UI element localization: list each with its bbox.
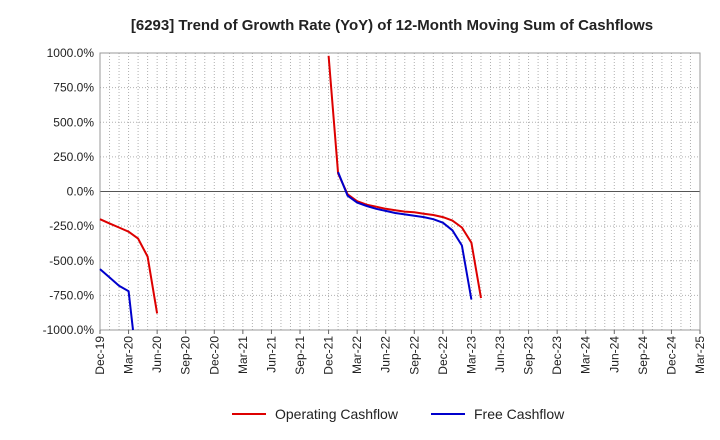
x-tick-label: Jun-20 (150, 336, 164, 373)
x-tick-label: Mar-24 (579, 336, 593, 374)
series-line-free-cashflow (337, 171, 473, 300)
x-tick-label: Jun-22 (379, 336, 393, 373)
x-tick-label: Jun-24 (607, 336, 621, 373)
x-tick-label: Dec-23 (550, 336, 564, 375)
x-tick-label: Sep-23 (522, 336, 536, 375)
y-tick-label: 0.0% (67, 185, 95, 199)
x-tick-label: Sep-24 (636, 336, 650, 375)
x-tick-label: Dec-24 (664, 336, 678, 375)
x-tick-label: Dec-22 (436, 336, 450, 375)
series-line-operating-cashflow (99, 218, 159, 314)
x-tick-label: Mar-23 (464, 336, 478, 374)
x-tick-label: Jun-21 (264, 336, 278, 373)
series-layer (99, 55, 482, 331)
x-tick-label: Dec-21 (322, 336, 336, 375)
grid (99, 52, 701, 331)
chart-title: [6293] Trend of Growth Rate (YoY) of 12-… (131, 17, 653, 34)
x-tick-label: Dec-20 (207, 336, 221, 375)
x-tick-label: Mar-20 (122, 336, 136, 374)
y-tick-label: -250.0% (49, 219, 94, 233)
x-tick-label: Mar-25 (693, 336, 707, 374)
y-tick-label: 500.0% (53, 115, 94, 129)
series-line-operating-cashflow (327, 55, 482, 299)
y-tick-label: 750.0% (53, 81, 94, 95)
x-tick-label: Sep-22 (407, 336, 421, 375)
x-tick-label: Dec-19 (93, 336, 107, 375)
legend: Operating Cashflow Free Cashflow (232, 406, 565, 422)
y-tick-label: -500.0% (49, 254, 94, 268)
y-tick-label: -750.0% (49, 288, 94, 302)
x-tick-label: Sep-21 (293, 336, 307, 375)
x-tick-label: Jun-23 (493, 336, 507, 373)
x-tick-label: Mar-21 (236, 336, 250, 374)
legend-label-operating-cashflow: Operating Cashflow (275, 406, 399, 422)
x-axis: Dec-19 Mar-20 Jun-20 Sep-20 Dec-20 Mar-21 Jun-… (93, 330, 707, 375)
plot-area-frame (99, 52, 701, 331)
legend-label-free-cashflow: Free Cashflow (474, 406, 565, 422)
x-tick-label: Sep-20 (179, 336, 193, 375)
x-tick-label: Mar-22 (350, 336, 364, 374)
y-tick-label: -1000.0% (43, 323, 95, 337)
y-tick-label: 1000.0% (47, 46, 95, 60)
y-axis: 1000.0% 750.0% 500.0% 250.0% 0.0% -250.0% -500… (43, 46, 95, 337)
y-tick-label: 250.0% (53, 150, 94, 164)
series-line-free-cashflow (99, 268, 134, 331)
